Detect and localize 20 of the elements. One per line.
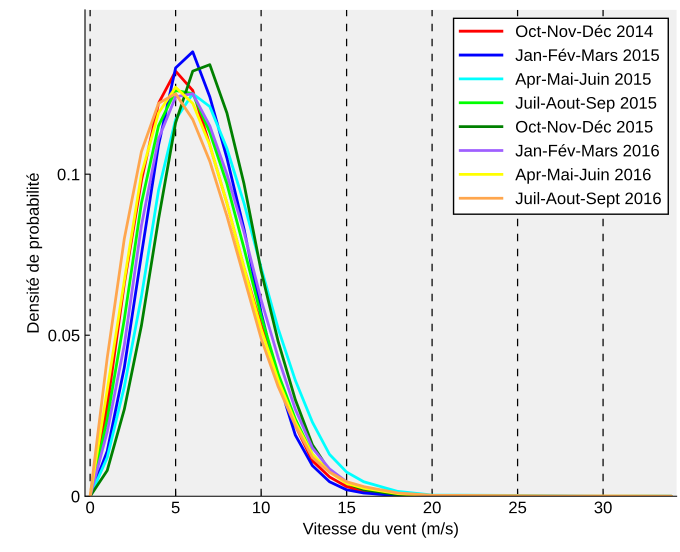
y-tick-label: 0 [72,490,80,502]
x-tick-label: 30 [594,502,612,514]
legend-label: Jan-Fév-Mars 2015 [515,48,660,62]
x-tick-label: 20 [424,502,441,514]
legend-label: Juil-Aout-Sept 2016 [515,192,661,208]
legend-label: Juil-Aout-Sep 2015 [515,96,656,112]
x-tick-label: 15 [338,502,356,514]
y-axis-title: Densité de probabilité [26,173,42,332]
y-tick-label: 0.05 [48,330,80,342]
x-tick-label: 0 [86,502,94,514]
legend-label: Oct-Nov-Déc 2015 [516,120,653,133]
legend-label: Oct-Nov-Déc 2014 [516,24,653,38]
legend-label: Apr-Mai-Juin 2016 [515,168,651,184]
y-tick-label: 0.1 [58,168,80,180]
x-tick-label: 25 [509,502,526,514]
x-axis-title: Vitesse du vent (m/s) [302,522,458,538]
legend-label: Apr-Mai-Juin 2015 [515,72,651,88]
legend-label: Jan-Fév-Mars 2016 [515,144,659,157]
x-tick-label: 10 [253,502,270,514]
x-tick-label: 5 [172,502,180,514]
